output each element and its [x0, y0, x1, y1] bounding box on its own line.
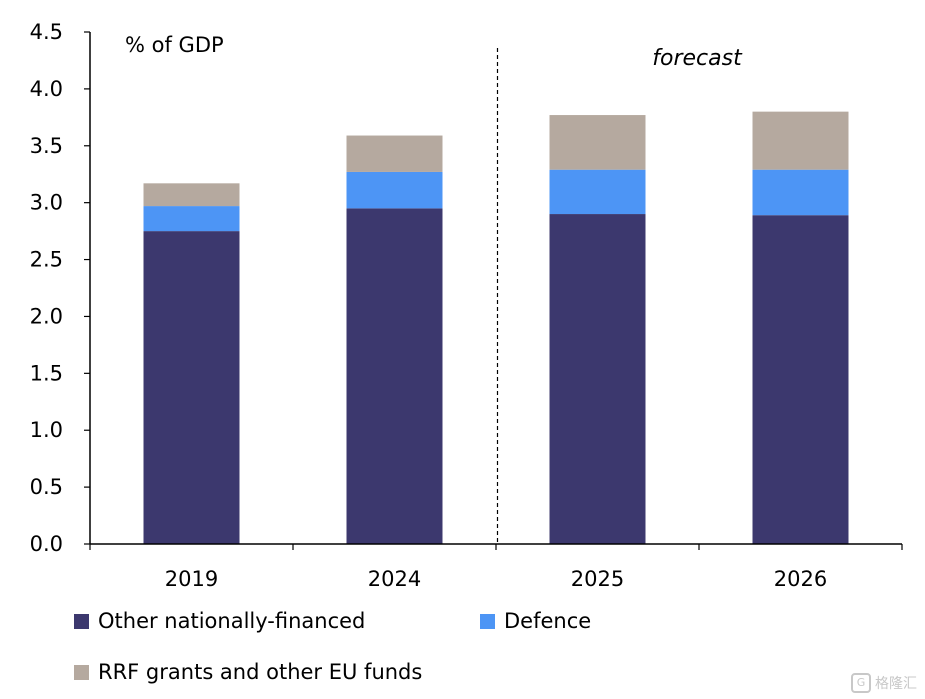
- chart: 0.00.51.01.52.02.53.03.54.04.5 2019 2024 2…: [30, 20, 903, 591]
- y-tick-label: 2.0: [30, 304, 63, 328]
- bar-segment-2019-1: [143, 206, 240, 232]
- y-tick-label: 4.0: [30, 77, 63, 101]
- legend-label: RRF grants and other EU funds: [98, 660, 423, 684]
- y-tick-label: 3.5: [30, 134, 63, 158]
- legend-item-rrf-grants: RRF grants and other EU funds: [74, 660, 422, 684]
- unit-label: % of GDP: [125, 33, 224, 57]
- legend-item-defence: Defence: [480, 609, 591, 633]
- x-tick-label: 2024: [368, 567, 421, 591]
- y-tick-label: 4.5: [30, 20, 63, 44]
- bar-segment-2019-2: [143, 183, 240, 207]
- bar-segment-2024-2: [346, 135, 443, 172]
- legend-label: Other nationally-financed: [98, 609, 366, 633]
- legend-swatch: [480, 613, 495, 629]
- legend-swatch: [74, 664, 89, 680]
- legend-swatch: [74, 613, 89, 629]
- y-tick-label: 0.5: [30, 475, 63, 499]
- x-tick-label: 2019: [165, 567, 218, 591]
- y-tick-label: 1.5: [30, 361, 63, 385]
- bar-segment-2025-1: [549, 169, 646, 215]
- x-tick-label: 2026: [774, 567, 827, 591]
- watermark-logo-icon: G: [851, 673, 871, 693]
- watermark-text: 格隆汇: [875, 676, 917, 692]
- bars: [143, 111, 849, 545]
- bar-segment-2025-0: [549, 214, 646, 545]
- bar-segment-2024-1: [346, 171, 443, 209]
- y-tick-label: 2.5: [30, 248, 63, 272]
- bar-segment-2019-0: [143, 231, 240, 544]
- bar-segment-2024-0: [346, 208, 443, 544]
- y-tick-label: 1.0: [30, 418, 63, 442]
- y-tick-label: 0.0: [30, 532, 63, 556]
- bar-segment-2026-0: [752, 215, 849, 544]
- bar-segment-2026-2: [752, 111, 849, 170]
- forecast-label: forecast: [652, 46, 743, 71]
- x-axis-ticks: 2019 2024 2025 2026: [89, 544, 903, 591]
- watermark: G 格隆汇: [851, 673, 917, 693]
- y-axis-ticks: 0.0 0.5 1.0 1.5 2.0 2.5 3.0 3.5 4.0 4.5: [30, 20, 90, 556]
- bar-segment-2025-2: [549, 115, 646, 170]
- bar-segment-2026-1: [752, 169, 849, 216]
- legend-label: Defence: [504, 609, 592, 633]
- x-tick-label: 2025: [571, 567, 624, 591]
- legend-item-other-nationally-financed: Other nationally-financed: [74, 609, 365, 633]
- y-tick-label: 3.0: [30, 191, 63, 215]
